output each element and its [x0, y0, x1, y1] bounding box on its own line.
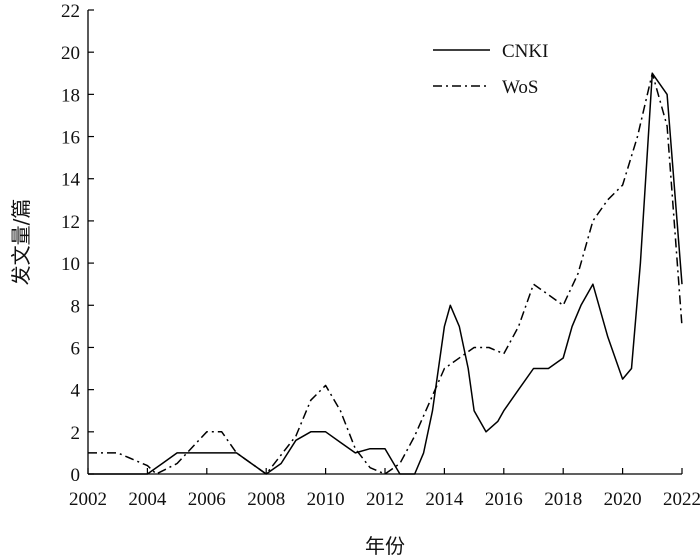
series-line-wos	[88, 72, 683, 475]
x-tick-label: 2018	[544, 489, 582, 510]
y-tick-label: 22	[61, 1, 80, 22]
y-tick-label: 6	[71, 338, 81, 359]
x-tick-label: 2006	[188, 489, 226, 510]
y-tick-label: 8	[71, 296, 81, 317]
y-tick-label: 16	[61, 128, 80, 149]
y-tick-label: 4	[71, 381, 81, 402]
y-tick-label: 18	[61, 85, 80, 106]
y-axis-title: 发文量/篇	[9, 199, 33, 286]
x-tick-label: 2014	[425, 489, 464, 510]
x-tick-label: 2002	[69, 489, 107, 510]
legend-label-cnki: CNKI	[502, 41, 548, 62]
y-tick-label: 14	[61, 170, 81, 191]
y-tick-label: 10	[61, 254, 80, 275]
legend: CNKI WoS	[433, 41, 548, 98]
y-tick-label: 12	[61, 212, 80, 233]
y-tick-label: 2	[71, 423, 81, 444]
y-tick-label: 0	[71, 465, 81, 486]
legend-label-wos: WoS	[502, 77, 538, 98]
series-line-cnki	[88, 72, 683, 475]
x-tick-label: 2010	[307, 489, 345, 510]
x-axis-title: 年份	[365, 534, 405, 558]
axes	[87, 10, 682, 475]
series-layer	[88, 72, 683, 475]
x-tick-label: 2012	[366, 489, 404, 510]
y-tick-label: 20	[61, 43, 80, 64]
x-tick-label: 2020	[604, 489, 642, 510]
x-tick-label: 2004	[128, 489, 167, 510]
x-tick-label: 2008	[247, 489, 285, 510]
x-tick-label: 2016	[485, 489, 523, 510]
x-tick-label: 2022	[663, 489, 700, 510]
